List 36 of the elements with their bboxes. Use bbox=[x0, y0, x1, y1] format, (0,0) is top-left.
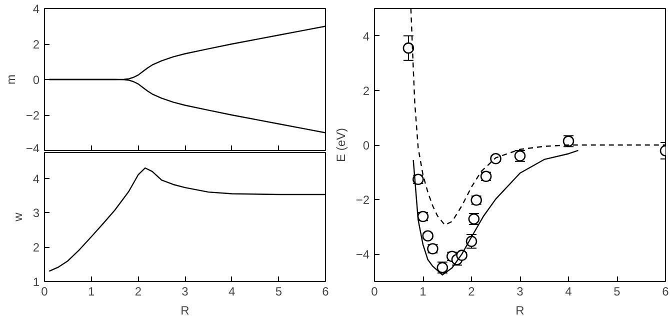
x-tick-label: 4 bbox=[565, 284, 572, 298]
x-tick-label: 6 bbox=[322, 284, 330, 298]
y-tick-label: 0 bbox=[362, 138, 370, 152]
y-tick-label: 4 bbox=[362, 29, 370, 44]
y-tick-label: 0 bbox=[32, 73, 40, 87]
x-tick-label: 0 bbox=[41, 284, 48, 298]
y-axis-title: E (eV) bbox=[334, 128, 348, 162]
x-tick-label: 2 bbox=[134, 284, 142, 298]
x-tick-label: 5 bbox=[275, 284, 282, 298]
x-tick-label: 3 bbox=[182, 284, 189, 298]
y-tick-label: 4 bbox=[32, 2, 40, 16]
x-tick-label: 0 bbox=[371, 284, 378, 298]
point bbox=[402, 42, 414, 54]
y-tick-label: 4 bbox=[32, 172, 40, 186]
y-tick-label: 2 bbox=[32, 38, 40, 52]
y-tick-label: 3 bbox=[32, 206, 40, 220]
line-series bbox=[412, 150, 579, 276]
y-tick-label: −4 bbox=[356, 248, 370, 262]
x-tick-label: 4 bbox=[228, 284, 236, 298]
x-tick-label: 6 bbox=[662, 284, 670, 298]
y-tick-label: 2 bbox=[362, 84, 370, 98]
point bbox=[490, 153, 502, 164]
y-tick-label: −2 bbox=[26, 108, 40, 122]
x-tick-label: 2 bbox=[468, 284, 476, 298]
y-tick-label: −2 bbox=[356, 193, 370, 208]
x-tick-label: 1 bbox=[88, 284, 95, 298]
point bbox=[422, 230, 434, 242]
x-tick-label: 3 bbox=[516, 284, 524, 298]
y-tick-label: 1 bbox=[32, 275, 40, 289]
x-tick-label: 5 bbox=[614, 284, 621, 298]
y-axis-title: m bbox=[4, 74, 18, 84]
x-axis-title: R bbox=[180, 304, 190, 318]
y-axis-title: w bbox=[10, 212, 25, 222]
y-tick-label: 2 bbox=[32, 240, 40, 255]
x-tick-label: 1 bbox=[420, 284, 427, 298]
x-axis-title: R bbox=[516, 304, 525, 318]
